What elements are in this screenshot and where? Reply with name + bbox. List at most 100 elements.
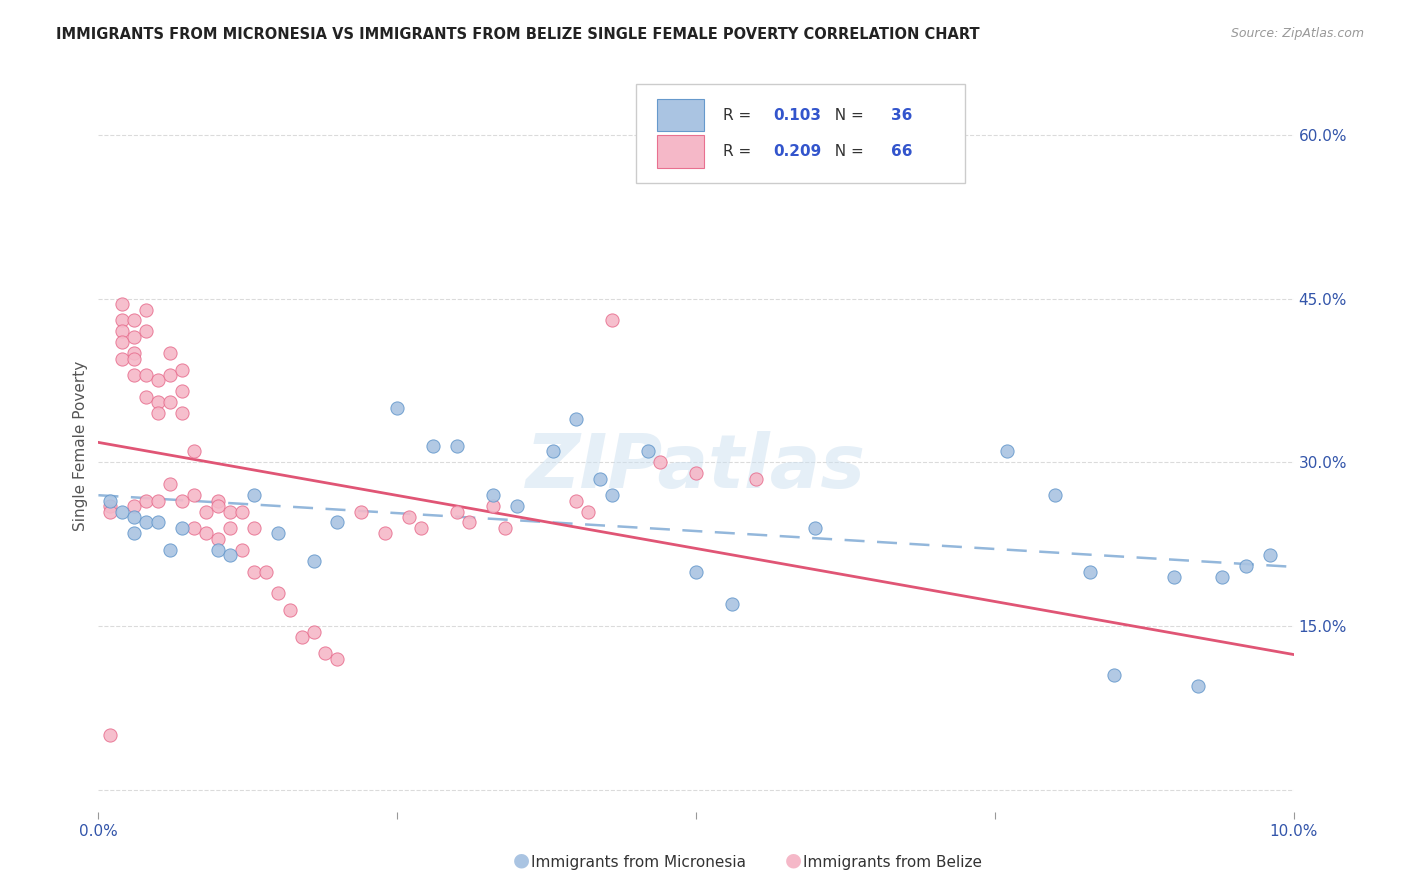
Text: ●: ●	[785, 851, 801, 870]
Point	[124, 351, 146, 366]
Point	[494, 521, 516, 535]
Point	[98, 493, 122, 508]
Point	[315, 647, 337, 661]
Point	[243, 565, 266, 579]
Point	[148, 493, 170, 508]
Y-axis label: Single Female Poverty: Single Female Poverty	[73, 361, 89, 531]
Point	[385, 401, 409, 415]
Point	[243, 488, 266, 502]
Point	[602, 313, 624, 327]
Point	[159, 346, 181, 360]
Point	[1211, 570, 1233, 584]
Point	[1080, 565, 1102, 579]
Text: 36: 36	[891, 108, 912, 123]
Point	[124, 368, 146, 382]
Point	[254, 565, 277, 579]
Point	[207, 499, 229, 513]
Point	[1187, 679, 1209, 693]
Point	[243, 521, 266, 535]
Point	[219, 548, 242, 562]
Point	[721, 597, 744, 611]
Point	[124, 510, 146, 524]
Text: N =: N =	[825, 108, 869, 123]
Point	[446, 504, 468, 518]
Point	[219, 504, 242, 518]
Point	[685, 565, 707, 579]
Point	[482, 499, 505, 513]
Point	[231, 504, 253, 518]
Point	[398, 510, 420, 524]
Text: IMMIGRANTS FROM MICRONESIA VS IMMIGRANTS FROM BELIZE SINGLE FEMALE POVERTY CORRE: IMMIGRANTS FROM MICRONESIA VS IMMIGRANTS…	[56, 27, 980, 42]
Text: 0.209: 0.209	[773, 145, 823, 160]
Point	[541, 444, 564, 458]
Point	[422, 439, 444, 453]
Point	[685, 467, 707, 481]
Point	[995, 444, 1018, 458]
Point	[195, 504, 218, 518]
Point	[374, 526, 396, 541]
FancyBboxPatch shape	[657, 99, 704, 131]
Point	[578, 504, 600, 518]
Point	[637, 444, 659, 458]
Point	[148, 406, 170, 420]
Text: Immigrants from Micronesia: Immigrants from Micronesia	[531, 855, 747, 870]
Point	[135, 368, 157, 382]
Text: ●: ●	[513, 851, 530, 870]
Point	[506, 499, 529, 513]
Point	[172, 362, 194, 376]
Text: N =: N =	[825, 145, 869, 160]
Text: 0.103: 0.103	[773, 108, 821, 123]
Point	[267, 526, 290, 541]
Point	[650, 455, 672, 469]
Point	[124, 313, 146, 327]
Text: R =: R =	[724, 108, 756, 123]
Point	[207, 542, 229, 557]
Point	[482, 488, 505, 502]
Point	[172, 406, 194, 420]
Point	[111, 351, 134, 366]
Point	[148, 374, 170, 388]
Point	[278, 603, 301, 617]
Point	[219, 521, 242, 535]
Point	[267, 586, 290, 600]
Point	[148, 395, 170, 409]
Point	[124, 346, 146, 360]
Text: R =: R =	[724, 145, 756, 160]
Point	[111, 335, 134, 350]
Point	[565, 411, 588, 425]
Point	[589, 472, 612, 486]
Point	[1104, 668, 1126, 682]
Point	[1163, 570, 1185, 584]
Point	[111, 504, 134, 518]
Point	[291, 630, 314, 644]
Point	[148, 516, 170, 530]
Point	[159, 477, 181, 491]
Point	[804, 521, 827, 535]
Point	[1258, 548, 1281, 562]
Point	[98, 499, 122, 513]
Point	[602, 488, 624, 502]
Point	[183, 488, 205, 502]
Point	[1234, 559, 1257, 574]
Point	[1043, 488, 1066, 502]
Point	[98, 504, 122, 518]
Point	[124, 330, 146, 344]
Point	[172, 384, 194, 399]
Point	[326, 652, 349, 666]
Point	[302, 554, 325, 568]
Point	[446, 439, 468, 453]
Point	[350, 504, 373, 518]
Point	[195, 526, 218, 541]
Point	[302, 624, 325, 639]
Point	[159, 542, 181, 557]
Point	[98, 728, 122, 742]
Point	[326, 516, 349, 530]
Point	[207, 493, 229, 508]
Point	[124, 499, 146, 513]
Point	[135, 302, 157, 317]
Point	[565, 493, 588, 508]
Point	[458, 516, 481, 530]
Point	[135, 390, 157, 404]
Point	[231, 542, 253, 557]
Text: 66: 66	[891, 145, 912, 160]
